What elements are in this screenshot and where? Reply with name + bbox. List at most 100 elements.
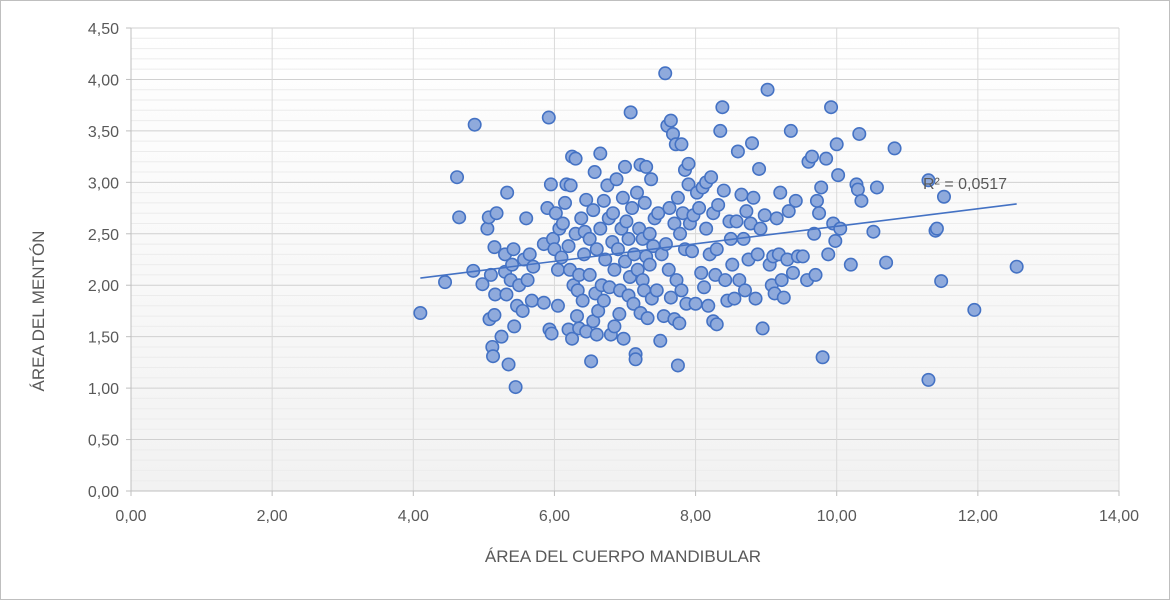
y-tick-label: 1,50 bbox=[88, 330, 119, 347]
scatter-point bbox=[642, 226, 657, 241]
scatter-point bbox=[694, 265, 709, 280]
scatter-point bbox=[929, 221, 944, 236]
x-axis-title: ÁREA DEL CUERPO MANDIBULAR bbox=[485, 547, 761, 566]
x-tick-label: 10,00 bbox=[817, 508, 857, 525]
scatter-point bbox=[544, 326, 559, 341]
scatter-point bbox=[828, 233, 843, 248]
scatter-point bbox=[934, 274, 949, 289]
scatter-point bbox=[524, 293, 539, 308]
scatter-point bbox=[866, 224, 881, 239]
scatter-point bbox=[745, 136, 760, 151]
scatter-point bbox=[475, 277, 490, 292]
scatter-point bbox=[1009, 259, 1024, 274]
scatter-point bbox=[586, 203, 601, 218]
scatter-point bbox=[887, 141, 902, 156]
scatter-point bbox=[548, 206, 563, 221]
scatter-point bbox=[550, 262, 565, 277]
trendline-group bbox=[420, 203, 1017, 279]
scatter-point bbox=[699, 221, 714, 236]
scatter-point bbox=[487, 308, 502, 323]
scatter-point bbox=[709, 242, 724, 257]
scatter-point bbox=[709, 317, 724, 332]
scatter-point bbox=[642, 257, 657, 272]
scatter-point bbox=[570, 309, 585, 324]
scatter-point bbox=[615, 190, 630, 205]
scatter-point bbox=[584, 354, 599, 369]
scatter-point bbox=[598, 252, 613, 267]
x-tick-label: 0,00 bbox=[115, 508, 146, 525]
scatter-point bbox=[734, 187, 749, 202]
y-axis-title: ÁREA DEL MENTÓN bbox=[29, 231, 48, 392]
scatter-point bbox=[819, 151, 834, 166]
scatter-point bbox=[522, 247, 537, 262]
scatter-point bbox=[507, 319, 522, 334]
scatter-point bbox=[795, 249, 810, 264]
scatter-point bbox=[713, 123, 728, 138]
scatter-point bbox=[670, 190, 685, 205]
scatter-point bbox=[480, 221, 495, 236]
scatter-point bbox=[543, 177, 558, 192]
scatter-point bbox=[628, 352, 643, 367]
scatter-point bbox=[701, 298, 716, 313]
x-tick-label: 8,00 bbox=[680, 508, 711, 525]
scatter-point bbox=[644, 172, 659, 187]
scatter-point bbox=[627, 247, 642, 262]
scatter-point bbox=[526, 259, 541, 274]
scatter-point bbox=[752, 161, 767, 176]
scatter-point bbox=[809, 193, 824, 208]
scatter-point bbox=[814, 180, 829, 195]
scatter-point bbox=[711, 197, 726, 212]
scatter-point bbox=[558, 195, 573, 210]
scatter-point bbox=[854, 193, 869, 208]
scatter-point bbox=[967, 302, 982, 317]
r-squared-label: R² = 0,0517 bbox=[923, 176, 1007, 193]
scatter-point bbox=[629, 185, 644, 200]
y-tick-label: 4,00 bbox=[88, 72, 119, 89]
scatter-point bbox=[506, 242, 521, 257]
scatter-point bbox=[833, 221, 848, 236]
scatter-point bbox=[623, 105, 638, 120]
x-tick-label: 4,00 bbox=[398, 508, 429, 525]
scatter-point bbox=[831, 168, 846, 183]
scatter-point bbox=[785, 265, 800, 280]
scatter-point bbox=[541, 110, 556, 125]
scatter-point bbox=[673, 226, 688, 241]
scatter-point bbox=[413, 306, 428, 321]
scatter-point bbox=[619, 214, 634, 229]
axes bbox=[126, 27, 1120, 496]
scatter-point bbox=[750, 247, 765, 262]
scatter-point bbox=[589, 327, 604, 342]
scatter-point bbox=[575, 293, 590, 308]
scatter-point bbox=[621, 231, 636, 246]
scatter-point bbox=[653, 333, 668, 348]
scatter-point bbox=[487, 240, 502, 255]
y-tick-label: 3,50 bbox=[88, 124, 119, 141]
scatter-point bbox=[450, 170, 465, 185]
trendline bbox=[420, 203, 1017, 279]
scatter-point bbox=[661, 262, 676, 277]
scatter-point bbox=[568, 151, 583, 166]
scatter-point bbox=[812, 206, 827, 221]
scatter-point bbox=[921, 173, 936, 188]
scatter-point bbox=[637, 195, 652, 210]
scatter-point bbox=[829, 137, 844, 152]
data-points bbox=[413, 66, 1024, 395]
scatter-point bbox=[697, 280, 712, 295]
scatter-point bbox=[879, 255, 894, 270]
y-tick-label: 4,50 bbox=[88, 21, 119, 38]
scatter-point bbox=[489, 206, 504, 221]
scatter-point bbox=[739, 204, 754, 219]
scatter-point bbox=[769, 211, 784, 226]
scatter-point bbox=[805, 149, 820, 164]
scatter-point bbox=[807, 226, 822, 241]
scatter-point bbox=[467, 117, 482, 132]
y-tick-label: 0,50 bbox=[88, 433, 119, 450]
scatter-point bbox=[452, 210, 467, 225]
scatter-point bbox=[662, 201, 677, 216]
scatter-point bbox=[596, 293, 611, 308]
scatter-point bbox=[681, 156, 696, 171]
y-tick-label: 0,00 bbox=[88, 484, 119, 501]
scatter-point bbox=[674, 137, 689, 152]
scatter-point bbox=[589, 242, 604, 257]
